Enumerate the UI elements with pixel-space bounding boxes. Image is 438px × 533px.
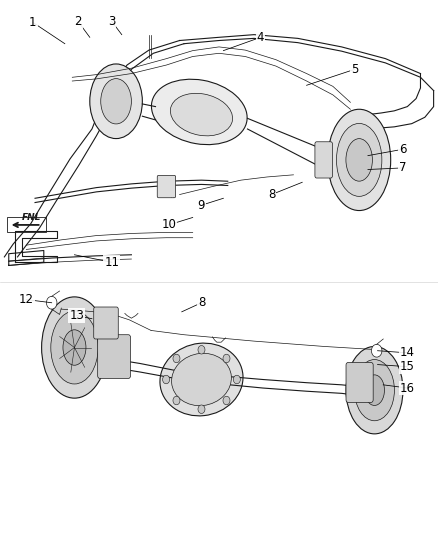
Text: 8: 8 — [268, 188, 275, 201]
Text: 12: 12 — [19, 293, 34, 306]
Text: 16: 16 — [400, 382, 415, 394]
Ellipse shape — [101, 78, 131, 124]
Text: 7: 7 — [399, 161, 407, 174]
Circle shape — [223, 396, 230, 405]
Text: 13: 13 — [69, 309, 84, 322]
Text: 10: 10 — [161, 219, 176, 231]
Text: 2: 2 — [74, 15, 82, 28]
Circle shape — [233, 375, 240, 384]
Ellipse shape — [328, 109, 391, 211]
Ellipse shape — [172, 353, 231, 406]
FancyBboxPatch shape — [157, 175, 176, 198]
Text: 8: 8 — [198, 296, 205, 309]
Text: 15: 15 — [400, 360, 415, 373]
Circle shape — [198, 345, 205, 354]
FancyBboxPatch shape — [346, 362, 373, 402]
Text: 4: 4 — [257, 31, 265, 44]
FancyBboxPatch shape — [98, 335, 131, 378]
Text: 5: 5 — [351, 63, 358, 76]
FancyBboxPatch shape — [315, 142, 332, 178]
Ellipse shape — [355, 360, 394, 421]
Ellipse shape — [160, 343, 243, 416]
Ellipse shape — [346, 139, 372, 181]
Circle shape — [371, 344, 382, 357]
Text: 6: 6 — [399, 143, 407, 156]
Circle shape — [223, 354, 230, 363]
Text: 14: 14 — [400, 346, 415, 359]
Circle shape — [173, 396, 180, 405]
Circle shape — [46, 296, 57, 309]
Circle shape — [162, 375, 170, 384]
Ellipse shape — [63, 330, 86, 365]
Ellipse shape — [152, 79, 247, 144]
Text: FNL: FNL — [22, 213, 42, 222]
Ellipse shape — [346, 346, 403, 434]
Circle shape — [198, 405, 205, 414]
Ellipse shape — [364, 375, 385, 406]
Text: 9: 9 — [198, 199, 205, 212]
Ellipse shape — [336, 124, 382, 196]
Text: 1: 1 — [29, 16, 37, 29]
Ellipse shape — [170, 93, 233, 136]
Text: 3: 3 — [108, 15, 115, 28]
Ellipse shape — [51, 311, 98, 384]
Text: 11: 11 — [104, 256, 119, 269]
FancyBboxPatch shape — [94, 307, 118, 339]
Ellipse shape — [42, 297, 107, 398]
Circle shape — [173, 354, 180, 363]
Ellipse shape — [90, 64, 142, 139]
